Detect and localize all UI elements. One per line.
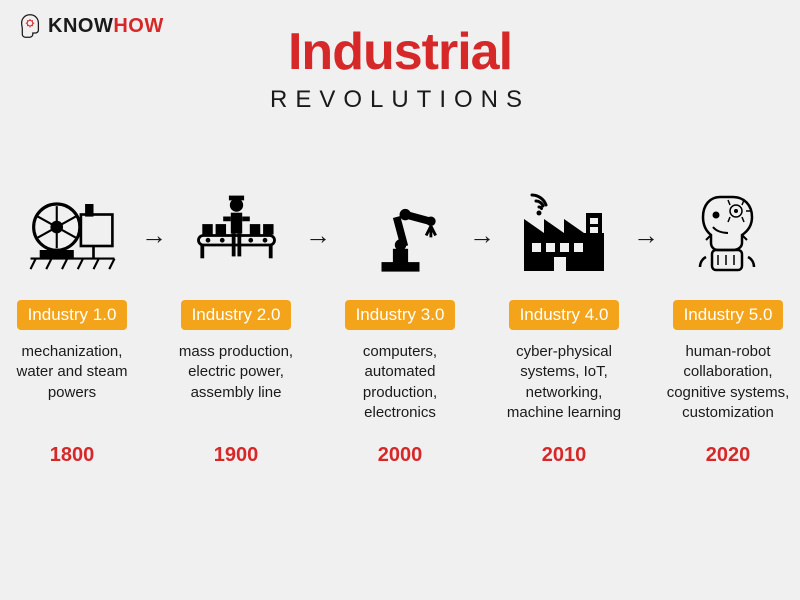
stage-industry-2: Industry 2.0 mass production, electric p… (166, 180, 306, 467)
brand-logo: KNOWHOW (16, 12, 164, 40)
stage-badge: Industry 5.0 (673, 300, 784, 330)
stage-description: mechanization, water and steam powers (2, 342, 142, 432)
arrow-icon: → (634, 180, 658, 290)
stage-year: 2010 (542, 444, 587, 467)
logo-text-know: KNOW (48, 15, 113, 37)
humanoid-robot-icon (673, 180, 783, 290)
stage-description: mass production, electric power, assembl… (166, 342, 306, 432)
steam-engine-icon (17, 180, 127, 290)
stage-description: human-robot collaboration, cognitive sys… (658, 342, 798, 432)
stage-badge: Industry 1.0 (17, 300, 128, 330)
stage-badge: Industry 3.0 (345, 300, 456, 330)
stage-badge: Industry 2.0 (181, 300, 292, 330)
stage-year: 2020 (706, 444, 751, 467)
robotic-arm-icon (345, 180, 455, 290)
stage-industry-4: Industry 4.0 cyber-physical systems, IoT… (494, 180, 634, 467)
arrow-icon: → (470, 180, 494, 290)
stage-industry-5: Industry 5.0 human-robot collaboration, … (658, 180, 798, 467)
stage-industry-1: Industry 1.0 mechanization, water and st… (2, 180, 142, 467)
assembly-line-icon (181, 180, 291, 290)
logo-text: KNOWHOW (48, 15, 164, 38)
arrow-icon: → (142, 180, 166, 290)
timeline: Industry 1.0 mechanization, water and st… (0, 180, 800, 467)
logo-text-how: HOW (113, 15, 163, 37)
stage-year: 1800 (50, 444, 95, 467)
arrow-icon: → (306, 180, 330, 290)
stage-description: cyber-physical systems, IoT, networking,… (494, 342, 634, 432)
brain-gear-icon (16, 12, 44, 40)
stage-year: 1900 (214, 444, 259, 467)
stage-year: 2000 (378, 444, 423, 467)
title-sub: REVOLUTIONS (0, 86, 800, 114)
stage-badge: Industry 4.0 (509, 300, 620, 330)
stage-industry-3: Industry 3.0 computers, automated produc… (330, 180, 470, 467)
smart-factory-icon (509, 180, 619, 290)
stage-description: computers, automated production, electro… (330, 342, 470, 432)
